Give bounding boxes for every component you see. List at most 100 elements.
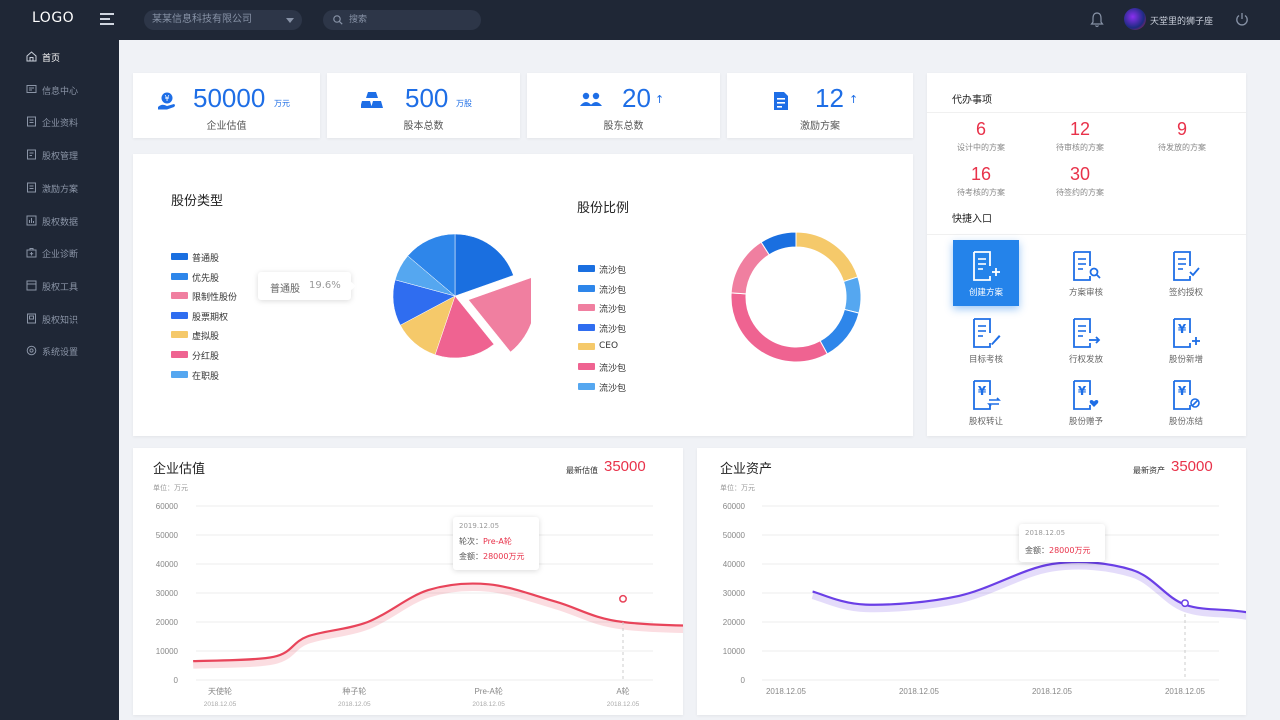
- latest-assets-value: 35000: [1171, 458, 1213, 475]
- quick-entry-4[interactable]: 行权发放: [1053, 307, 1119, 373]
- quick-entry-3[interactable]: 目标考核: [953, 307, 1019, 373]
- quick-entry-label: 创建方案: [968, 288, 1003, 298]
- bell-icon[interactable]: [1090, 12, 1104, 28]
- stat-card-shares: 500 万股 股本总数: [327, 73, 520, 138]
- series-line[interactable]: [812, 560, 1246, 641]
- donut-slice[interactable]: [842, 276, 862, 314]
- sidebar-item-1[interactable]: 信息中心: [0, 77, 119, 103]
- series-line[interactable]: [193, 582, 683, 663]
- legend-label: 虚拟股: [192, 332, 220, 343]
- sidebar-item-2[interactable]: 企业资料: [0, 109, 119, 135]
- donut-slice[interactable]: [730, 241, 770, 295]
- stat-card-valuation: ¥ 50000 万元 企业估值: [133, 73, 320, 138]
- donut-slice[interactable]: [795, 231, 859, 283]
- pie-slice[interactable]: [454, 233, 514, 297]
- assets-tooltip: 2018.12.05 金额：28000万元: [1019, 524, 1105, 562]
- todo-count[interactable]: 6: [975, 119, 986, 139]
- create-plan-icon: [973, 251, 1000, 281]
- x-tick-date: 2018.12.05: [472, 701, 505, 708]
- search-icon: [333, 15, 343, 25]
- divider: [927, 234, 1246, 235]
- pie-slice[interactable]: [468, 277, 531, 353]
- todo-count[interactable]: 30: [1069, 164, 1091, 184]
- search-input[interactable]: [349, 10, 469, 30]
- donut-slice[interactable]: [730, 292, 828, 363]
- sidebar-item-7[interactable]: 股权工具: [0, 273, 119, 299]
- document-icon: [774, 92, 788, 110]
- legend-swatch: [578, 363, 595, 370]
- todo-label[interactable]: 待发放的方案: [1158, 143, 1206, 152]
- sidebar-item-5[interactable]: 股权数据: [0, 208, 119, 234]
- tooltip-date: 2019.12.05: [459, 522, 500, 530]
- todo-label[interactable]: 待签约的方案: [1056, 188, 1104, 197]
- plan-icon: [27, 182, 36, 193]
- quick-entry-0[interactable]: 创建方案: [953, 240, 1019, 306]
- share-freeze-icon: ¥: [1173, 380, 1200, 410]
- share-ratio-donut-chart[interactable]: [721, 224, 871, 374]
- quick-entry-label: 方案审核: [1068, 288, 1103, 298]
- y-tick-label: 60000: [723, 502, 746, 511]
- y-tick-label: 20000: [156, 618, 179, 627]
- pie-slice[interactable]: [407, 233, 456, 297]
- bar-chart-icon: [26, 215, 37, 225]
- sidebar-item-label: 股权工具: [42, 282, 79, 293]
- share-type-pie-chart[interactable]: [371, 224, 531, 374]
- sidebar-item-8[interactable]: 股权知识: [0, 306, 119, 332]
- sidebar-item-9[interactable]: 系统设置: [0, 338, 119, 364]
- username[interactable]: 天堂里的狮子座: [1150, 17, 1214, 27]
- search-box[interactable]: [323, 10, 481, 30]
- menu-toggle-icon[interactable]: [100, 12, 116, 26]
- x-tick-label: 种子轮: [342, 686, 366, 696]
- equity-transfer-icon: ¥: [973, 380, 1001, 410]
- todo-count[interactable]: 16: [970, 164, 992, 184]
- valuation-chart-card: 企业估值 最新估值 35000 单位：万元 0 10000 20000 30000 40…: [133, 448, 683, 715]
- sidebar-item-3[interactable]: 股权管理: [0, 142, 119, 168]
- y-tick-label: 40000: [156, 560, 179, 569]
- svg-text:¥: ¥: [1178, 322, 1187, 336]
- quick-entry-5[interactable]: ¥ 股份新增: [1153, 307, 1219, 373]
- legend-swatch: [171, 272, 188, 280]
- sidebar-item-4[interactable]: 激励方案: [0, 175, 119, 201]
- avatar[interactable]: [1124, 8, 1146, 30]
- stat-label: 股本总数: [403, 121, 444, 132]
- home-icon: [26, 51, 37, 62]
- todo-count[interactable]: 12: [1069, 119, 1091, 139]
- legend-swatch: [171, 253, 188, 260]
- todo-count[interactable]: 9: [1176, 119, 1187, 139]
- donut-slice[interactable]: [819, 308, 860, 355]
- valuation-chart-title: 企业估值: [153, 462, 206, 477]
- plan-review-icon: [1073, 251, 1101, 281]
- tooltip-round-label: 轮次：: [459, 537, 483, 546]
- legend-swatch: [578, 382, 595, 390]
- valuation-line-chart[interactable]: 0 10000 20000 30000 40000 50000 60000 天使轮 2018.1…: [133, 496, 683, 715]
- stat-trend-up-icon: ↑: [849, 93, 859, 106]
- todo-label[interactable]: 设计中的方案: [957, 143, 1005, 152]
- sidebar-item-0[interactable]: 首页: [0, 44, 119, 70]
- sidebar-item-label: 激励方案: [42, 184, 79, 195]
- quick-entry-8[interactable]: ¥ 股份冻结: [1153, 369, 1219, 435]
- legend-label: CEO: [599, 341, 619, 352]
- company-select[interactable]: 某某信息科技有限公司: [144, 10, 302, 30]
- x-tick-label: Pre-A轮: [474, 686, 502, 696]
- todo-label[interactable]: 待考核的方案: [957, 188, 1005, 197]
- quick-entry-2[interactable]: 签约授权: [1153, 240, 1219, 306]
- divider: [927, 112, 1246, 113]
- sidebar-item-6[interactable]: 企业诊断: [0, 240, 119, 266]
- power-icon[interactable]: [1235, 12, 1249, 27]
- quick-entry-1[interactable]: 方案审核: [1053, 240, 1119, 306]
- legend-swatch: [578, 304, 595, 312]
- stat-value: 500: [405, 83, 449, 113]
- todo-label[interactable]: 待审核的方案: [1056, 143, 1104, 152]
- donut-slice[interactable]: [760, 231, 797, 256]
- highlight-point[interactable]: [1181, 599, 1189, 608]
- highlight-point[interactable]: [619, 594, 627, 603]
- quick-entry-label: 股份新增: [1168, 355, 1203, 365]
- tool-icon: [26, 280, 37, 291]
- assets-line-chart[interactable]: 0 10000 20000 30000 40000 50000 60000 2018.12.0…: [697, 496, 1246, 715]
- quick-entry-6[interactable]: ¥ 股权转让: [953, 369, 1019, 435]
- y-tick-label: 40000: [723, 560, 746, 569]
- quick-entry-label: 行权发放: [1068, 355, 1103, 365]
- svg-text:¥: ¥: [164, 94, 169, 103]
- stat-card-plans: 12 ↑ 激励方案: [727, 73, 913, 138]
- quick-entry-7[interactable]: ¥ 股份赠予: [1053, 369, 1119, 435]
